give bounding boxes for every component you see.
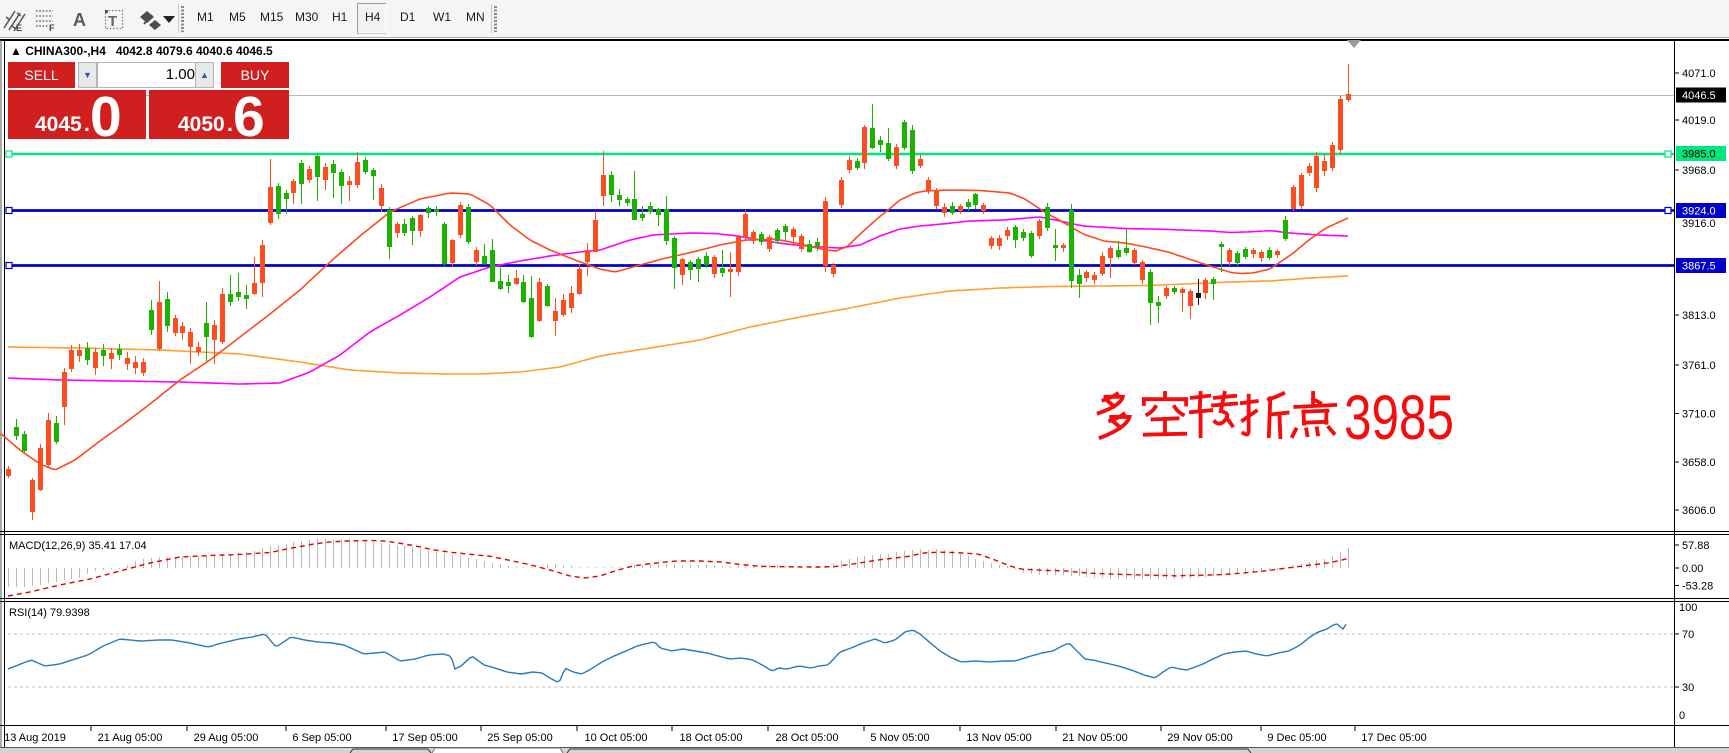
svg-text:17 Sep 05:00: 17 Sep 05:00: [392, 732, 457, 744]
svg-text:10 Oct 05:00: 10 Oct 05:00: [585, 732, 648, 744]
svg-text:21 Nov 05:00: 21 Nov 05:00: [1062, 732, 1127, 744]
svg-text:0.00: 0.00: [1682, 563, 1703, 575]
svg-text:F: F: [49, 23, 55, 33]
svg-text:5 Nov 05:00: 5 Nov 05:00: [870, 732, 929, 744]
svg-text:57.88: 57.88: [1682, 540, 1710, 552]
svg-text:4046.5: 4046.5: [1682, 90, 1716, 102]
svg-text:3867.5: 3867.5: [1682, 261, 1716, 273]
svg-text:3813.0: 3813.0: [1682, 310, 1716, 322]
svg-text:4071.0: 4071.0: [1682, 68, 1716, 80]
svg-text:E: E: [16, 23, 22, 33]
svg-text:70: 70: [1682, 629, 1694, 641]
svg-text:13 Aug 2019: 13 Aug 2019: [4, 732, 66, 744]
svg-text:18 Oct 05:00: 18 Oct 05:00: [680, 732, 743, 744]
svg-text:3985: 3985: [1344, 383, 1454, 453]
svg-text:30: 30: [1682, 682, 1694, 694]
svg-text:29 Nov 05:00: 29 Nov 05:00: [1167, 732, 1232, 744]
svg-text:17 Dec 05:00: 17 Dec 05:00: [1361, 732, 1426, 744]
svg-text:T: T: [108, 13, 117, 30]
svg-text:MACD(12,26,9) 35.41 17.04: MACD(12,26,9) 35.41 17.04: [9, 540, 147, 552]
svg-text:100: 100: [1679, 602, 1697, 614]
svg-text:21 Aug 05:00: 21 Aug 05:00: [98, 732, 163, 744]
svg-text:4019.0: 4019.0: [1682, 115, 1716, 127]
svg-text:3761.0: 3761.0: [1682, 360, 1716, 372]
svg-text:13 Nov 05:00: 13 Nov 05:00: [966, 732, 1031, 744]
svg-text:29 Aug 05:00: 29 Aug 05:00: [194, 732, 259, 744]
svg-text:0: 0: [1679, 710, 1685, 722]
svg-text:25 Sep 05:00: 25 Sep 05:00: [487, 732, 552, 744]
svg-text:3968.0: 3968.0: [1682, 165, 1716, 177]
svg-text:9 Dec 05:00: 9 Dec 05:00: [1267, 732, 1326, 744]
svg-text:3710.0: 3710.0: [1682, 409, 1716, 421]
svg-text:28 Oct 05:00: 28 Oct 05:00: [776, 732, 839, 744]
svg-text:-53.28: -53.28: [1682, 581, 1713, 593]
svg-text:RSI(14) 79.9398: RSI(14) 79.9398: [9, 607, 90, 619]
svg-text:3606.0: 3606.0: [1682, 505, 1716, 517]
svg-text:3916.0: 3916.0: [1682, 218, 1716, 230]
svg-text:3658.0: 3658.0: [1682, 457, 1716, 469]
svg-text:6 Sep 05:00: 6 Sep 05:00: [292, 732, 351, 744]
svg-text:3924.0: 3924.0: [1682, 206, 1716, 218]
svg-text:3985.0: 3985.0: [1682, 149, 1716, 161]
svg-text:A: A: [73, 10, 86, 30]
